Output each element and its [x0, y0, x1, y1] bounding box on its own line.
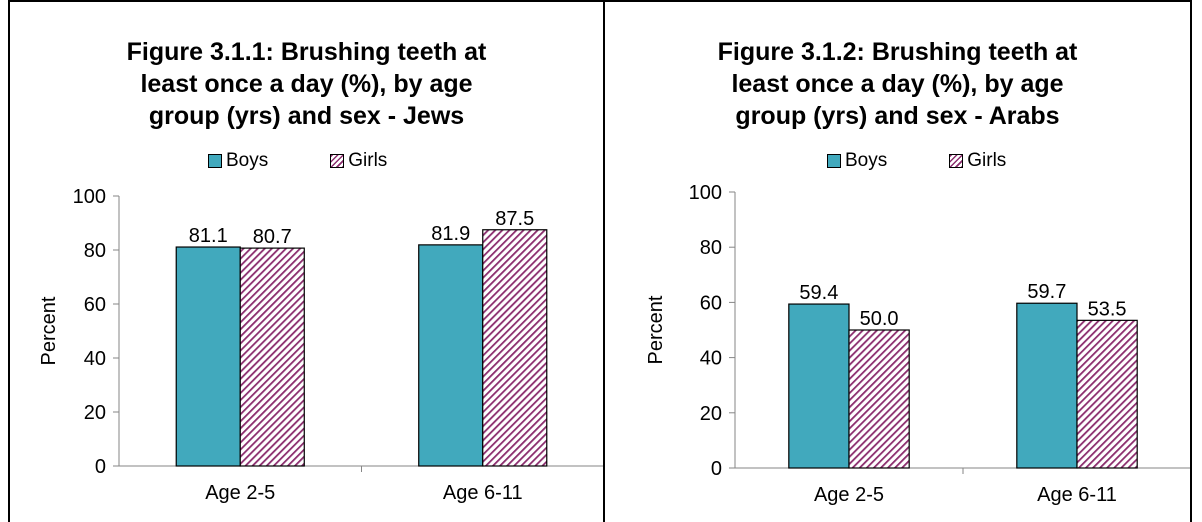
data-label-boys: 59.7 — [1027, 281, 1066, 303]
x-category-label: Age 2-5 — [205, 482, 275, 504]
y-tick-label: 20 — [700, 403, 722, 425]
y-tick-label: 60 — [84, 294, 106, 316]
data-label-girls: 87.5 — [495, 208, 534, 230]
y-tick-label: 100 — [73, 186, 106, 208]
x-category-label: Age 6-11 — [1037, 484, 1117, 506]
data-label-boys: 59.4 — [799, 282, 838, 304]
y-tick-label: 0 — [711, 458, 722, 480]
bar-girls — [1077, 320, 1137, 468]
bar-chart-svg: 0 20 40 60 80 100 Percent 59.4 50.0 Age 2-5 59.7 53… — [605, 0, 1190, 522]
bar-girls — [240, 248, 304, 466]
y-tick-label: 60 — [700, 292, 722, 314]
bar-boys — [176, 247, 240, 466]
bar-boys — [1017, 303, 1077, 468]
bar-girls — [483, 230, 547, 466]
bar-chart-svg: 0 20 40 60 80 100 Percent 81.1 80.7 Age 2-5 81.9 87… — [10, 0, 603, 522]
bar-boys — [789, 304, 849, 468]
y-axis-label: Percent — [645, 295, 667, 364]
data-label-girls: 53.5 — [1088, 298, 1127, 320]
y-tick-label: 80 — [700, 237, 722, 259]
y-tick-label: 80 — [84, 240, 106, 262]
y-tick-label: 0 — [95, 456, 106, 478]
x-category-label: Age 6-11 — [443, 482, 523, 504]
chart-panel-arabs: Figure 3.1.2: Brushing teeth at least on… — [605, 0, 1190, 522]
data-label-girls: 50.0 — [860, 308, 899, 330]
bar-girls — [849, 330, 909, 468]
x-category-label: Age 2-5 — [814, 484, 884, 506]
y-axis-label: Percent — [38, 296, 60, 365]
data-label-girls: 80.7 — [253, 226, 292, 248]
chart-panel-jews: Figure 3.1.1: Brushing teeth at least on… — [10, 0, 603, 522]
y-tick-label: 100 — [689, 182, 722, 204]
data-label-boys: 81.9 — [431, 223, 470, 245]
bar-boys — [419, 245, 483, 466]
y-tick-label: 20 — [84, 402, 106, 424]
data-label-boys: 81.1 — [189, 225, 228, 247]
y-tick-label: 40 — [84, 348, 106, 370]
y-tick-label: 40 — [700, 348, 722, 370]
